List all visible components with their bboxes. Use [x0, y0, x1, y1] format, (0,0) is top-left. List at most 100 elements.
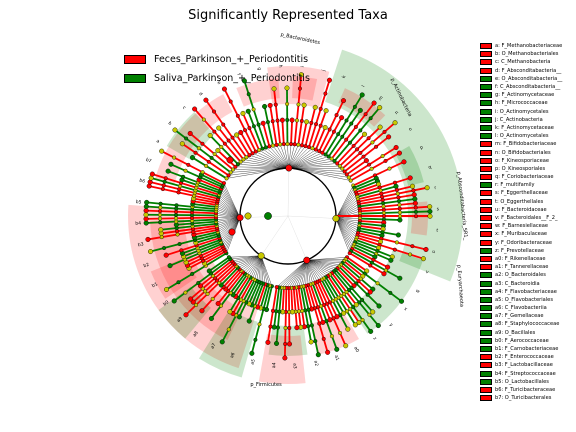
- taxon-node: [267, 102, 273, 108]
- taxon-node: [340, 166, 345, 171]
- taxon-node: [381, 271, 387, 277]
- branch-line: [288, 147, 310, 169]
- branch-line: [335, 187, 355, 219]
- taxon-node: [203, 97, 209, 103]
- branch-line: [237, 255, 262, 268]
- taxon-node: [393, 183, 399, 189]
- branch-line: [193, 197, 218, 204]
- taxa-legend-label: l: O_Actinomycetales: [495, 133, 549, 140]
- branch-line: [345, 258, 403, 303]
- taxon-node: [362, 131, 368, 137]
- branch-line: [292, 287, 298, 328]
- taxon-node: [171, 298, 177, 304]
- taxon-node: [245, 108, 251, 114]
- clade-letter: k: [341, 74, 348, 79]
- taxa-legend-swatch: [480, 321, 492, 328]
- branch-line: [246, 255, 262, 276]
- taxon-node: [388, 257, 394, 263]
- taxon-node: [143, 212, 149, 218]
- branch-line: [357, 185, 413, 201]
- branch-line: [298, 260, 307, 288]
- taxon-node: [158, 212, 163, 217]
- branch-line: [306, 260, 309, 286]
- branch-line: [219, 217, 241, 239]
- clade-letter: h: [277, 65, 283, 68]
- branch-line: [276, 144, 289, 169]
- taxa-legend-swatch: [480, 354, 492, 361]
- taxa-legend-label: t: O_Eggerthellales: [495, 198, 544, 205]
- taxon-node: [413, 214, 418, 219]
- branch-line: [346, 159, 367, 176]
- branch-line: [246, 157, 289, 169]
- taxa-legend-item: s: F_Eggerthellaceae: [480, 189, 576, 197]
- taxon-node: [392, 120, 398, 126]
- taxa-legend-item: b4: F_Streptococcaceae: [480, 370, 576, 378]
- taxon-node: [247, 126, 252, 131]
- taxa-legend-label: p: O_Kineosporiales: [495, 165, 546, 172]
- branch-line: [181, 178, 221, 194]
- branch-line: [359, 220, 384, 224]
- taxa-legend-item: p: O_Kineosporiales: [480, 165, 576, 173]
- taxa-legend-item: e: O_Absconditabacteria__: [480, 75, 576, 83]
- taxon-node: [289, 117, 295, 123]
- clade-letter: i: [300, 66, 306, 68]
- clade-letter: b3: [137, 241, 144, 248]
- taxon-node: [359, 92, 365, 98]
- branch-line: [306, 260, 338, 269]
- branch-line: [359, 210, 430, 215]
- branch-line: [208, 256, 230, 272]
- phylum-node: [257, 252, 265, 260]
- taxon-node: [271, 86, 277, 92]
- taxon-node: [348, 307, 353, 312]
- branch-line: [359, 217, 400, 221]
- taxa-legend-item: q: F_Coriobacteriaceae: [480, 173, 576, 181]
- clade-letter: b7: [145, 157, 153, 165]
- taxon-node: [148, 249, 154, 255]
- branch-line: [275, 287, 283, 344]
- taxa-legend-swatch: [480, 305, 492, 312]
- taxon-node: [397, 206, 402, 211]
- branch-line: [359, 222, 384, 227]
- taxa-legend-swatch: [480, 67, 492, 74]
- clade-letter: b5: [135, 199, 141, 206]
- branch-line: [148, 185, 218, 202]
- branch-line: [192, 203, 217, 208]
- branch-line: [306, 260, 313, 284]
- branch-line: [152, 173, 220, 196]
- branch-line: [249, 155, 289, 169]
- branch-line: [220, 267, 239, 286]
- taxon-node: [368, 328, 374, 334]
- taxa-legend-label: v: F_Bacteroidales__F_2_: [495, 215, 558, 222]
- branch-line: [335, 218, 360, 226]
- branch-line: [306, 260, 340, 267]
- branch-line: [161, 150, 225, 184]
- taxa-legend-swatch: [480, 157, 492, 164]
- branch-line: [201, 268, 241, 312]
- taxon-node: [163, 176, 168, 181]
- branch-line: [150, 233, 219, 253]
- taxon-node: [227, 309, 233, 315]
- taxon-node: [234, 132, 240, 138]
- taxon-node: [317, 149, 322, 154]
- taxon-node: [388, 290, 393, 295]
- taxa-legend-swatch: [480, 59, 492, 66]
- taxon-node: [397, 217, 403, 223]
- phylum-node: [244, 212, 252, 220]
- taxon-node: [162, 179, 167, 184]
- branch-line: [293, 260, 307, 288]
- taxa-legend-label: r: F_multifamily: [495, 182, 535, 189]
- taxa-legend-label: a3: C_Bacteroidia: [495, 280, 540, 287]
- branch-line: [147, 226, 218, 241]
- branch-line: [288, 152, 323, 169]
- clade-letter: n: [394, 110, 400, 116]
- taxon-node: [323, 91, 328, 96]
- taxon-node: [349, 121, 354, 126]
- taxon-node: [265, 339, 271, 345]
- taxa-legend-swatch: [480, 133, 492, 140]
- taxa-legend-swatch: [480, 206, 492, 213]
- taxa-legend-swatch: [480, 337, 492, 344]
- branch-line: [223, 88, 257, 153]
- branch-line: [258, 255, 262, 282]
- branch-line: [185, 265, 237, 316]
- branch-line: [288, 144, 292, 169]
